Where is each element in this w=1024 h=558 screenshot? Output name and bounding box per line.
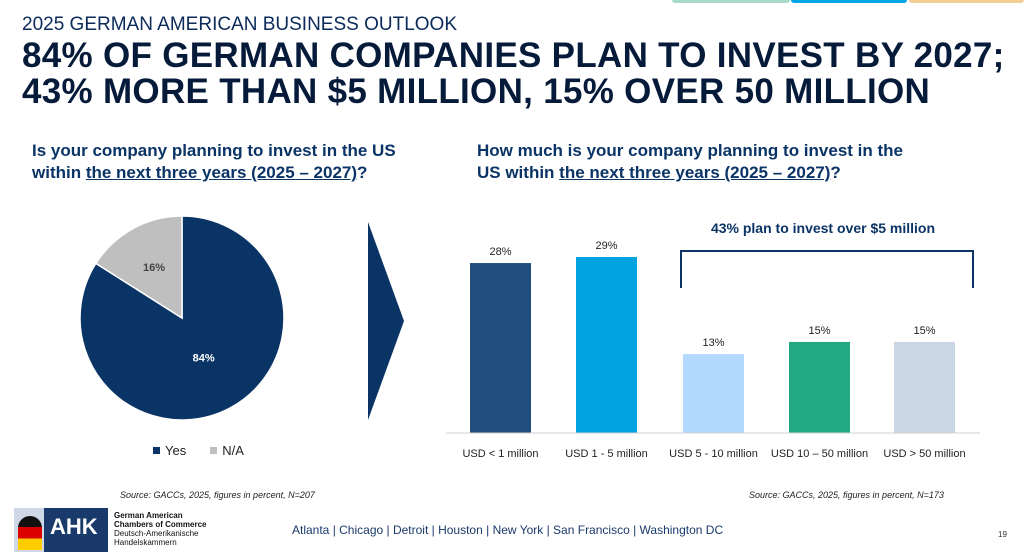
- bar: [470, 263, 531, 433]
- q1b: within: [32, 163, 86, 182]
- org3: Deutsch-Amerikanische: [114, 529, 199, 538]
- ahk-logo: AHK: [14, 508, 108, 552]
- q2u: the next three years (2025 – 2027): [559, 163, 831, 182]
- org2: Chambers of Commerce: [114, 520, 207, 529]
- top-tab-3: [909, 0, 1024, 3]
- bar-value-label: 15%: [913, 325, 935, 337]
- pie-chart: 84% 16%: [79, 215, 285, 421]
- top-tab-2: [791, 0, 907, 3]
- org-name: German American Chambers of Commerce Deuts…: [114, 511, 206, 547]
- category-label: USD 5 - 10 million: [669, 448, 758, 460]
- bar: [894, 341, 955, 433]
- category-label: USD 10 – 50 million: [771, 448, 868, 460]
- org4: Handelskammern: [114, 538, 177, 547]
- bar-source: Source: GACCs, 2025, figures in percent,…: [749, 490, 944, 500]
- chevron-arrow-icon: [368, 222, 404, 420]
- pie-slice-na: [94, 215, 183, 320]
- page-number: 19: [998, 530, 1007, 539]
- q1u: the next three years (2025 – 2027): [85, 163, 358, 182]
- category-label: USD 1 - 5 million: [565, 448, 648, 460]
- bar: [683, 354, 744, 433]
- legend-yes: Yes: [165, 443, 187, 458]
- legend-na: N/A: [222, 443, 244, 458]
- bar-value-label: 15%: [808, 325, 830, 337]
- org1: German American: [114, 511, 183, 520]
- bar-question: How much is your company planning to inv…: [477, 140, 903, 184]
- title-line-2: 43% MORE THAN $5 MILLION, 15% OVER 50 MI…: [22, 72, 931, 111]
- category-label: USD > 50 million: [883, 448, 965, 460]
- category-label: USD < 1 million: [462, 448, 538, 460]
- title-line-1: 84% OF GERMAN COMPANIES PLAN TO INVEST B…: [22, 36, 1005, 75]
- bar: [576, 256, 637, 433]
- kicker: 2025 GERMAN AMERICAN BUSINESS OUTLOOK: [22, 14, 458, 35]
- annotation-text: 43% plan to invest over $5 million: [711, 220, 935, 236]
- pie-source: Source: GACCs, 2025, figures in percent,…: [120, 490, 315, 500]
- q2b: US within: [477, 163, 560, 182]
- legend: Yes N/A: [153, 443, 244, 458]
- legend-swatch-yes: [153, 447, 160, 454]
- bar-chart: 28% USD < 1 million 29% USD 1 - 5 million 13…: [446, 240, 980, 460]
- q1a: Is your company planning to invest in th…: [32, 141, 396, 160]
- annotation-bracket: [680, 250, 974, 288]
- bar-value-label: 28%: [489, 246, 511, 258]
- q2c: ?: [830, 163, 841, 182]
- bar-value-label: 29%: [595, 240, 617, 252]
- q1c: ?: [357, 163, 368, 182]
- pie-label: 84%: [193, 352, 215, 364]
- pie-question: Is your company planning to invest in th…: [32, 140, 396, 184]
- cities: Atlanta | Chicago | Detroit | Houston | …: [292, 523, 724, 537]
- logo-text: AHK: [50, 514, 98, 539]
- top-tab-1: [672, 0, 790, 3]
- bar: [789, 341, 850, 433]
- q2a: How much is your company planning to inv…: [477, 141, 903, 160]
- bar-value-label: 13%: [702, 337, 724, 349]
- legend-swatch-na: [210, 447, 218, 454]
- pie-label: 16%: [143, 262, 165, 274]
- page-title: 84% OF GERMAN COMPANIES PLAN TO INVEST B…: [22, 38, 1005, 110]
